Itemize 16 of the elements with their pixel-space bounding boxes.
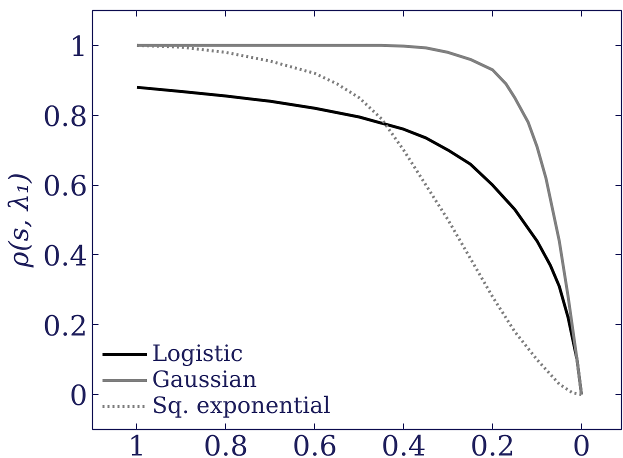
x-tick-label: 0.8 [204, 430, 248, 458]
y-tick-label: 0.4 [42, 239, 88, 272]
legend-label: Gaussian [152, 367, 257, 393]
legend-label: Sq. exponential [152, 393, 330, 419]
y-tick-label: 1 [70, 30, 88, 63]
y-tick-label: 0.8 [42, 100, 88, 133]
x-tick-label: 0 [572, 430, 590, 458]
x-tick-label: 0.2 [470, 430, 515, 458]
y-tick-label: 0 [70, 379, 88, 412]
legend-label: Logistic [152, 341, 244, 367]
x-tick-label: 1 [128, 430, 146, 458]
y-tick-label: 0.6 [42, 170, 88, 203]
y-tick-label: 0.2 [42, 309, 88, 342]
y-axis-title: ρ(s, λ₁) [4, 172, 35, 268]
x-tick-label: 0.6 [292, 430, 338, 458]
x-tick-label: 0.4 [381, 430, 426, 458]
